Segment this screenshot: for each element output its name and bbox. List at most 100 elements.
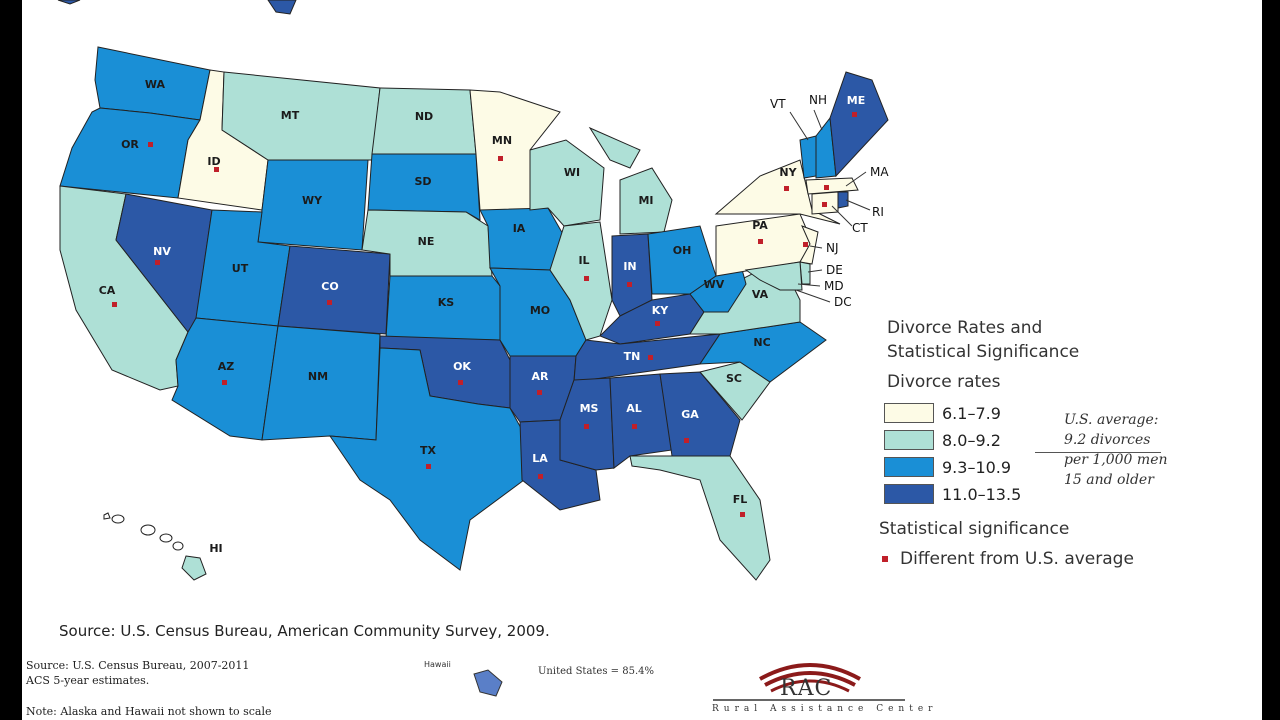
legend-range-1: 6.1–7.9 [942, 403, 1001, 423]
us-average-line3: per 1,000 men [1064, 452, 1168, 468]
us-average-line1: U.S. average: [1064, 412, 1159, 428]
label-oh: OH [673, 244, 692, 257]
legend-swatch-4 [884, 484, 934, 504]
label-dc: DC [834, 295, 852, 309]
state-fl [629, 455, 771, 581]
dot-il [584, 276, 589, 281]
label-nv: NV [153, 245, 171, 258]
label-il: IL [578, 254, 589, 267]
bottom-hawaii-island-icon [473, 669, 503, 697]
label-ny: NY [779, 166, 797, 179]
us-average-line4: 15 and older [1064, 472, 1154, 488]
label-va: VA [752, 288, 769, 301]
legend-row: 6.1–7.9 [884, 401, 1021, 425]
bottom-source-line1: Source: U.S. Census Bureau, 2007-2011 [26, 659, 250, 672]
label-wv: WV [704, 278, 725, 291]
label-la: LA [532, 452, 548, 465]
bottom-us-value: United States = 85.4% [538, 666, 654, 677]
dot-nv [155, 260, 160, 265]
label-mo: MO [530, 304, 550, 317]
rac-logo-subtitle: Rural Assistance Center [712, 704, 938, 714]
state-or [59, 107, 201, 199]
label-tn: TN [624, 350, 641, 363]
dot-ca [112, 302, 117, 307]
label-md: MD [824, 279, 844, 293]
dot-mn [498, 156, 503, 161]
label-nd: ND [415, 110, 433, 123]
top-map-fragment [267, 0, 297, 15]
label-wy: WY [302, 194, 323, 207]
dot-tx [426, 464, 431, 469]
label-co: CO [321, 280, 338, 293]
legend-title: Divorce Rates and Statistical Significan… [887, 316, 1127, 364]
dot-in [627, 282, 632, 287]
legend-row: 11.0–13.5 [884, 482, 1021, 506]
legend-subtitle: Divorce rates [887, 372, 1001, 392]
state-wy [257, 159, 369, 251]
legend-title-line2: Statistical Significance [887, 342, 1080, 362]
state-ga [659, 371, 741, 457]
puerto-rico-fragment [103, 512, 111, 520]
significance-item: Different from U.S. average [879, 549, 1134, 569]
dot-ma [824, 185, 829, 190]
label-ut: UT [232, 262, 249, 275]
dot-ga [684, 438, 689, 443]
label-ks: KS [438, 296, 455, 309]
legend-swatch-1 [884, 403, 934, 423]
dot-pa [758, 239, 763, 244]
source-citation: Source: U.S. Census Bureau, American Com… [59, 622, 550, 640]
left-black-bar [0, 0, 22, 720]
dot-tn [648, 355, 653, 360]
label-nc: NC [753, 336, 770, 349]
state-al [609, 373, 673, 469]
state-labels: WA OR CA NV ID MT WY UT CO AZ NM ND SD N… [99, 78, 890, 555]
state-mi [588, 126, 673, 235]
dot-id [214, 167, 219, 172]
label-ia: IA [513, 222, 526, 235]
label-ok: OK [453, 360, 471, 373]
label-me: ME [847, 94, 865, 107]
legend-swatch-2 [884, 430, 934, 450]
dot-ms [584, 424, 589, 429]
significance-title: Statistical significance [879, 519, 1070, 539]
label-ct: CT [852, 221, 868, 235]
bottom-source-line2: ACS 5-year estimates. [26, 674, 150, 687]
label-ca: CA [99, 284, 116, 297]
label-ms: MS [580, 402, 599, 415]
label-ky: KY [652, 304, 670, 317]
dot-or [148, 142, 153, 147]
label-wi: WI [564, 166, 580, 179]
dot-ok [458, 380, 463, 385]
state-ma [805, 177, 859, 195]
bottom-source: Source: U.S. Census Bureau, 2007-2011 AC… [26, 658, 249, 688]
label-ma: MA [870, 165, 889, 179]
significance-label: Different from U.S. average [900, 549, 1134, 569]
legend-swatch-3 [884, 457, 934, 477]
label-id: ID [207, 155, 220, 168]
dot-ky [655, 321, 660, 326]
label-mn: MN [492, 134, 512, 147]
label-or: OR [121, 138, 139, 151]
label-ne: NE [418, 235, 435, 248]
top-map-fragment-2 [57, 0, 81, 5]
dot-fl [740, 512, 745, 517]
label-ga: GA [681, 408, 699, 421]
dot-me [852, 112, 857, 117]
state-nm [261, 325, 381, 441]
dot-co [327, 300, 332, 305]
rac-logo-icon [713, 663, 905, 701]
label-nm: NM [308, 370, 328, 383]
dot-nj [803, 242, 808, 247]
state-ia [479, 207, 565, 271]
dot-la [538, 474, 543, 479]
label-sd: SD [414, 175, 431, 188]
label-ar: AR [532, 370, 550, 383]
significance-dot-icon [882, 556, 888, 562]
bottom-note: Note: Alaska and Hawaii not shown to sca… [26, 705, 272, 718]
us-average-note: U.S. average: 9.2 divorces per 1,000 men… [1064, 410, 1214, 490]
label-pa: PA [752, 219, 768, 232]
bottom-hawaii-label: Hawaii [424, 660, 451, 669]
label-al: AL [626, 402, 642, 415]
label-in: IN [623, 260, 636, 273]
label-fl: FL [733, 493, 748, 506]
